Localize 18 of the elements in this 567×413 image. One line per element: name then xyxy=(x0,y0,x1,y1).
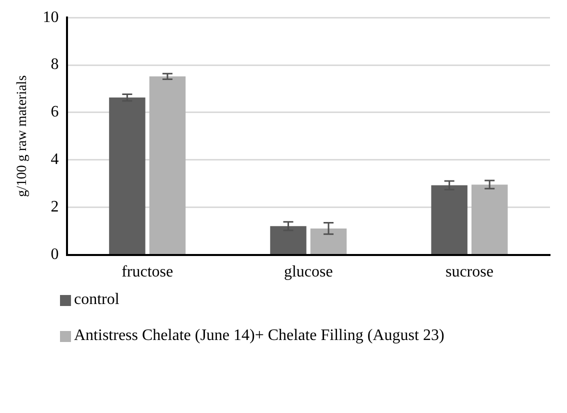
y-tick-label: 10 xyxy=(42,8,59,26)
legend-label: Antistress Chelate (June 14)+ Chelate Filling (August 23) xyxy=(74,326,444,346)
y-tick-label: 2 xyxy=(50,198,59,216)
bar xyxy=(471,184,508,254)
bar xyxy=(149,76,186,254)
legend-label: control xyxy=(74,290,120,310)
y-tick-label: 0 xyxy=(50,246,59,264)
bar xyxy=(431,185,468,254)
y-axis-title: g/100 g raw materials xyxy=(15,75,30,198)
bar xyxy=(109,98,146,254)
y-tick-label: 4 xyxy=(50,151,59,168)
y-tick-label: 6 xyxy=(50,104,59,121)
bar xyxy=(270,226,306,254)
y-tick-label: 8 xyxy=(50,56,59,74)
x-tick-label: glucose xyxy=(284,264,333,281)
bar xyxy=(310,228,347,254)
x-tick-label: fructose xyxy=(122,264,174,281)
x-tick-label: sucrose xyxy=(445,264,494,281)
